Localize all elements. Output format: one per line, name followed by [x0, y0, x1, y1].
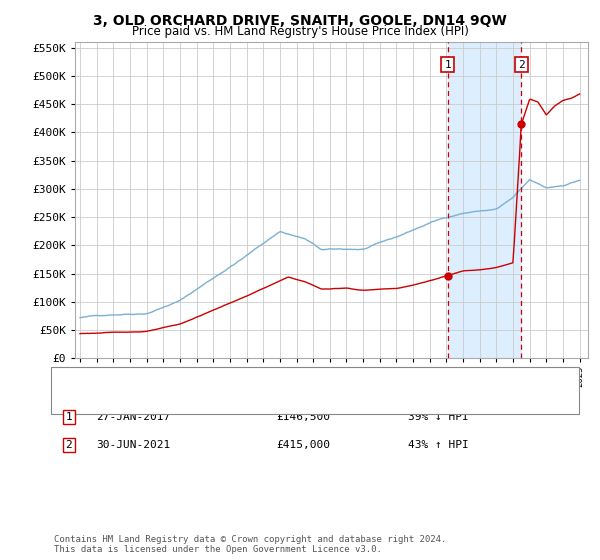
- Text: 39% ↓ HPI: 39% ↓ HPI: [408, 412, 469, 422]
- Text: £415,000: £415,000: [276, 440, 330, 450]
- Text: 43% ↑ HPI: 43% ↑ HPI: [408, 440, 469, 450]
- Text: 1: 1: [65, 412, 73, 422]
- Text: Price paid vs. HM Land Registry's House Price Index (HPI): Price paid vs. HM Land Registry's House …: [131, 25, 469, 38]
- Text: £146,500: £146,500: [276, 412, 330, 422]
- Bar: [448, 42, 521, 358]
- Text: 27-JAN-2017: 27-JAN-2017: [96, 412, 170, 422]
- Text: 3, OLD ORCHARD DRIVE, SNAITH, GOOLE, DN14 9QW (detached house): 3, OLD ORCHARD DRIVE, SNAITH, GOOLE, DN1…: [102, 376, 466, 386]
- Text: Contains HM Land Registry data © Crown copyright and database right 2024.
This d: Contains HM Land Registry data © Crown c…: [54, 535, 446, 554]
- Text: 30-JUN-2021: 30-JUN-2021: [96, 440, 170, 450]
- Text: 2: 2: [65, 440, 73, 450]
- Text: HPI: Average price, detached house, East Riding of Yorkshire: HPI: Average price, detached house, East…: [102, 398, 455, 407]
- Text: 3, OLD ORCHARD DRIVE, SNAITH, GOOLE, DN14 9QW: 3, OLD ORCHARD DRIVE, SNAITH, GOOLE, DN1…: [93, 14, 507, 28]
- Text: 2: 2: [518, 59, 525, 69]
- Text: 1: 1: [444, 59, 451, 69]
